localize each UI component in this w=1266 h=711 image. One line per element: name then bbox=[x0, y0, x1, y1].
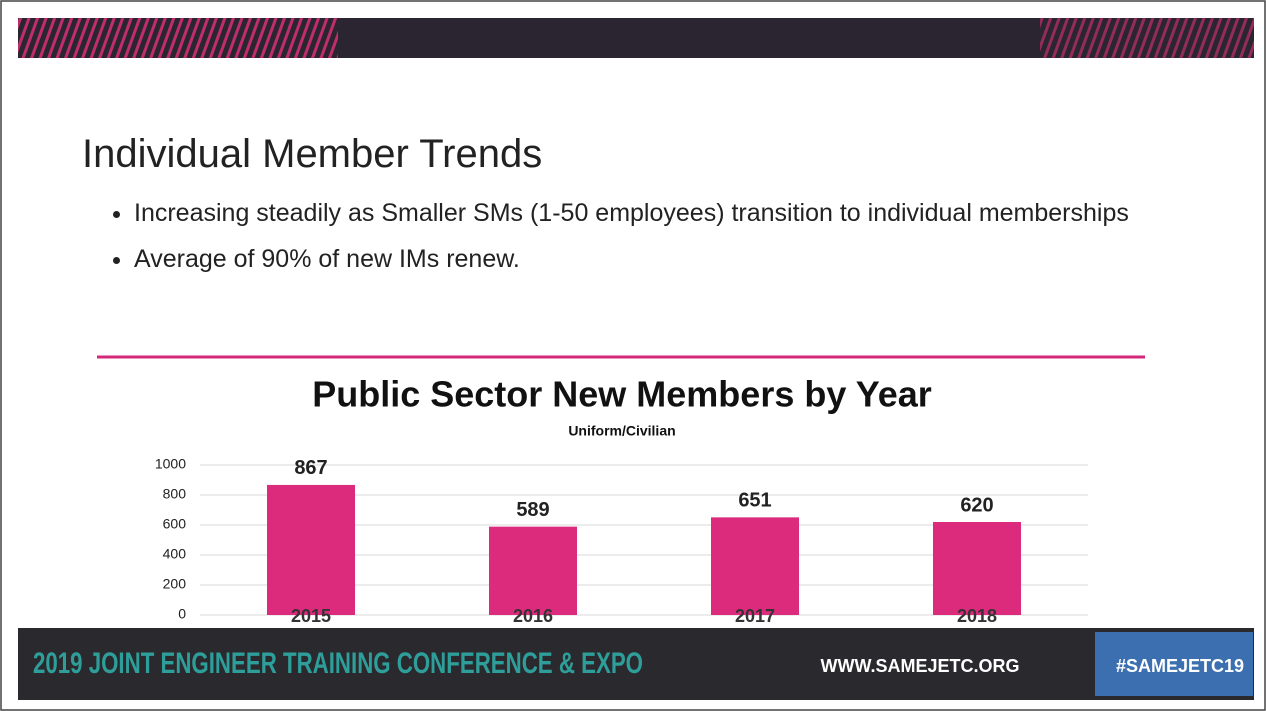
website: WWW.SAMEJETC.ORG bbox=[821, 656, 1020, 676]
y-tick-label: 0 bbox=[178, 606, 186, 622]
chart-title: Public Sector New Members by Year bbox=[312, 374, 932, 415]
y-tick-label: 200 bbox=[163, 576, 187, 592]
data-label: 620 bbox=[960, 494, 993, 516]
bar bbox=[933, 522, 1021, 615]
chart: 2019 JOINT ENGINEER TRAINING CONFERENCE … bbox=[0, 0, 1266, 711]
x-tick-label: 2017 bbox=[735, 606, 775, 626]
top-banner-stripes bbox=[1040, 18, 1254, 58]
top-banner-stripes bbox=[18, 18, 338, 58]
x-tick-label: 2016 bbox=[513, 606, 553, 626]
bullet: Average of 90% of new IMs renew. bbox=[134, 242, 1194, 276]
y-tick-label: 400 bbox=[163, 546, 187, 562]
slide-title: Individual Member Trends bbox=[82, 132, 542, 177]
bar bbox=[489, 527, 577, 615]
data-label: 589 bbox=[516, 499, 549, 521]
chart-subtitle: Uniform/Civilian bbox=[568, 423, 675, 439]
y-tick-label: 600 bbox=[163, 516, 187, 532]
y-tick-label: 1000 bbox=[155, 456, 186, 472]
y-tick-label: 800 bbox=[163, 486, 187, 502]
bar bbox=[267, 485, 355, 615]
bullet: Increasing steadily as Smaller SMs (1-50… bbox=[134, 196, 1194, 230]
event-name: 2019 JOINT ENGINEER TRAINING CONFERENCE … bbox=[33, 647, 643, 680]
data-label: 867 bbox=[294, 457, 327, 479]
x-tick-label: 2015 bbox=[291, 606, 331, 626]
slide: 2019 JOINT ENGINEER TRAINING CONFERENCE … bbox=[0, 0, 1266, 711]
bar bbox=[711, 517, 799, 615]
hashtag: #SAMEJETC19 bbox=[1116, 656, 1244, 676]
bullet-list: Increasing steadily as Smaller SMs (1-50… bbox=[100, 196, 1194, 288]
data-label: 651 bbox=[738, 490, 771, 512]
x-tick-label: 2018 bbox=[957, 606, 997, 626]
